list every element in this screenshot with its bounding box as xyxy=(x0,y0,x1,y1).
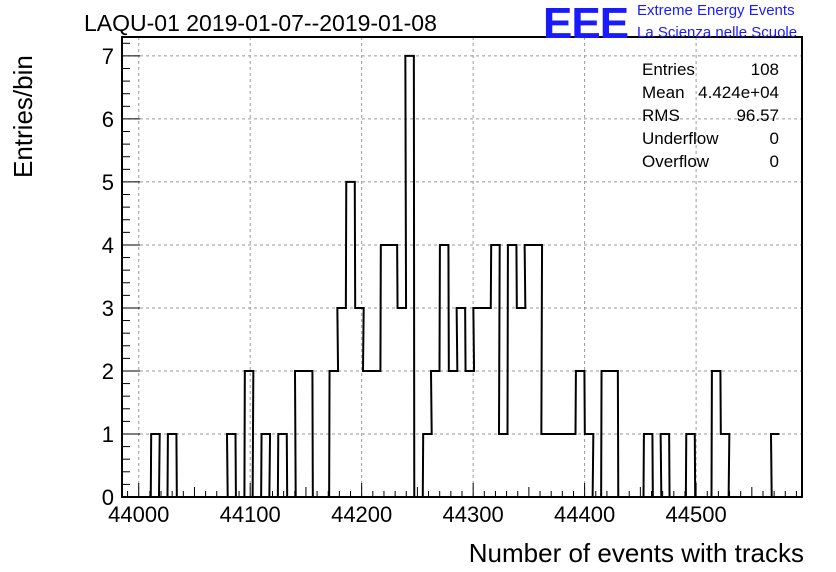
x-tick-label: 44000 xyxy=(108,502,169,527)
x-tick-label: 44500 xyxy=(666,502,727,527)
y-tick-label: 2 xyxy=(102,359,114,384)
y-tick-label: 4 xyxy=(102,233,114,258)
stats-key: Overflow xyxy=(642,152,710,171)
stats-row-mean: Mean 4.424e+04 xyxy=(642,81,779,104)
stats-value: 0 xyxy=(769,152,779,171)
stats-key: Mean xyxy=(642,83,685,102)
stats-value: 108 xyxy=(750,60,779,79)
y-tick-label: 1 xyxy=(102,422,114,447)
logo-line-1: Extreme Energy Events xyxy=(637,2,795,19)
x-tick-label: 44300 xyxy=(443,502,504,527)
x-tick-label: 44200 xyxy=(331,502,392,527)
x-axis-label: Number of events with tracks xyxy=(468,538,804,568)
stats-key: RMS xyxy=(642,106,680,125)
chart-title: LAQU-01 2019-01-07--2019-01-08 xyxy=(84,10,437,36)
eee-logo: EEE xyxy=(543,0,629,48)
tick-labels: 44000 44100 44200 44300 44400 44500 0 1 2 3 4 5 6 7 xyxy=(102,44,727,527)
stats-row-rms: RMS 96.57 xyxy=(642,104,779,127)
stats-row-underflow: Underflow 0 xyxy=(642,127,779,150)
stats-key: Underflow xyxy=(642,129,719,148)
axis-ticks xyxy=(122,42,797,498)
y-tick-label: 0 xyxy=(102,485,114,510)
y-axis-label: Entries/bin xyxy=(8,55,38,178)
y-tick-label: 3 xyxy=(102,296,114,321)
stats-value: 0 xyxy=(769,129,779,148)
stats-value: 4.424e+04 xyxy=(698,83,779,102)
y-tick-label: 6 xyxy=(102,107,114,132)
stats-value: 96.57 xyxy=(736,106,779,125)
x-tick-label: 44100 xyxy=(220,502,281,527)
x-tick-label: 44400 xyxy=(554,502,615,527)
y-tick-label: 5 xyxy=(102,170,114,195)
stats-key: Entries xyxy=(642,60,695,79)
y-tick-label: 7 xyxy=(102,44,114,69)
stats-row-overflow: Overflow 0 xyxy=(642,150,779,173)
stats-row-entries: Entries 108 xyxy=(642,58,779,81)
logo-line-2: La Scienza nelle Scuole xyxy=(637,24,798,41)
stats-box: Entries 108 Mean 4.424e+04 RMS 96.57 Underf… xyxy=(642,58,779,173)
